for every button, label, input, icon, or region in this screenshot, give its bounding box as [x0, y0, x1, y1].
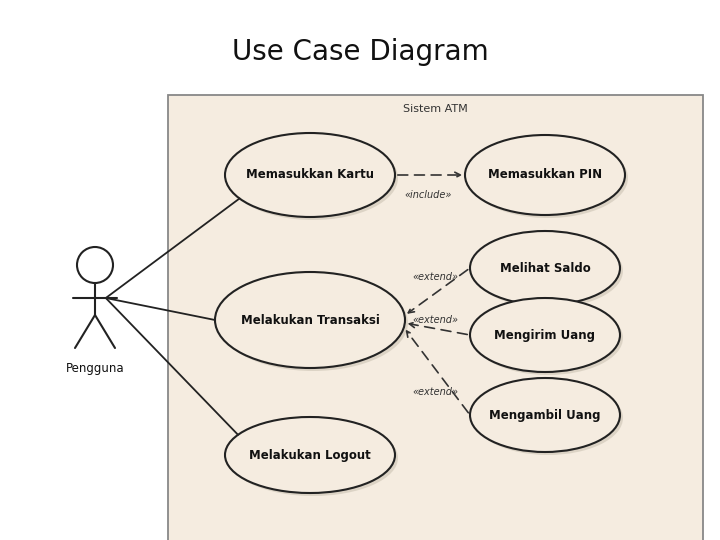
Ellipse shape	[225, 133, 395, 217]
FancyBboxPatch shape	[168, 95, 703, 540]
Text: «include»: «include»	[405, 190, 451, 200]
Text: Melakukan Logout: Melakukan Logout	[249, 449, 371, 462]
Text: Melihat Saldo: Melihat Saldo	[500, 261, 590, 274]
Text: Mengambil Uang: Mengambil Uang	[490, 408, 600, 422]
Ellipse shape	[468, 138, 628, 218]
Ellipse shape	[470, 378, 620, 452]
Text: Memasukkan Kartu: Memasukkan Kartu	[246, 168, 374, 181]
Ellipse shape	[215, 272, 405, 368]
Text: «extend»: «extend»	[412, 387, 458, 397]
Text: Memasukkan PIN: Memasukkan PIN	[488, 168, 602, 181]
Ellipse shape	[470, 231, 620, 305]
Text: Mengirim Uang: Mengirim Uang	[495, 328, 595, 341]
Ellipse shape	[470, 298, 620, 372]
Ellipse shape	[465, 135, 625, 215]
Ellipse shape	[473, 381, 623, 455]
Ellipse shape	[228, 136, 398, 220]
Text: Melakukan Transaksi: Melakukan Transaksi	[240, 314, 379, 327]
Ellipse shape	[228, 420, 398, 496]
Text: «extend»: «extend»	[412, 315, 458, 325]
Text: Pengguna: Pengguna	[66, 362, 125, 375]
Ellipse shape	[225, 417, 395, 493]
Ellipse shape	[473, 234, 623, 308]
Text: Sistem ATM: Sistem ATM	[403, 104, 468, 114]
Text: «extend»: «extend»	[412, 272, 458, 282]
Ellipse shape	[473, 301, 623, 375]
Text: Use Case Diagram: Use Case Diagram	[232, 38, 488, 66]
Ellipse shape	[218, 275, 408, 371]
